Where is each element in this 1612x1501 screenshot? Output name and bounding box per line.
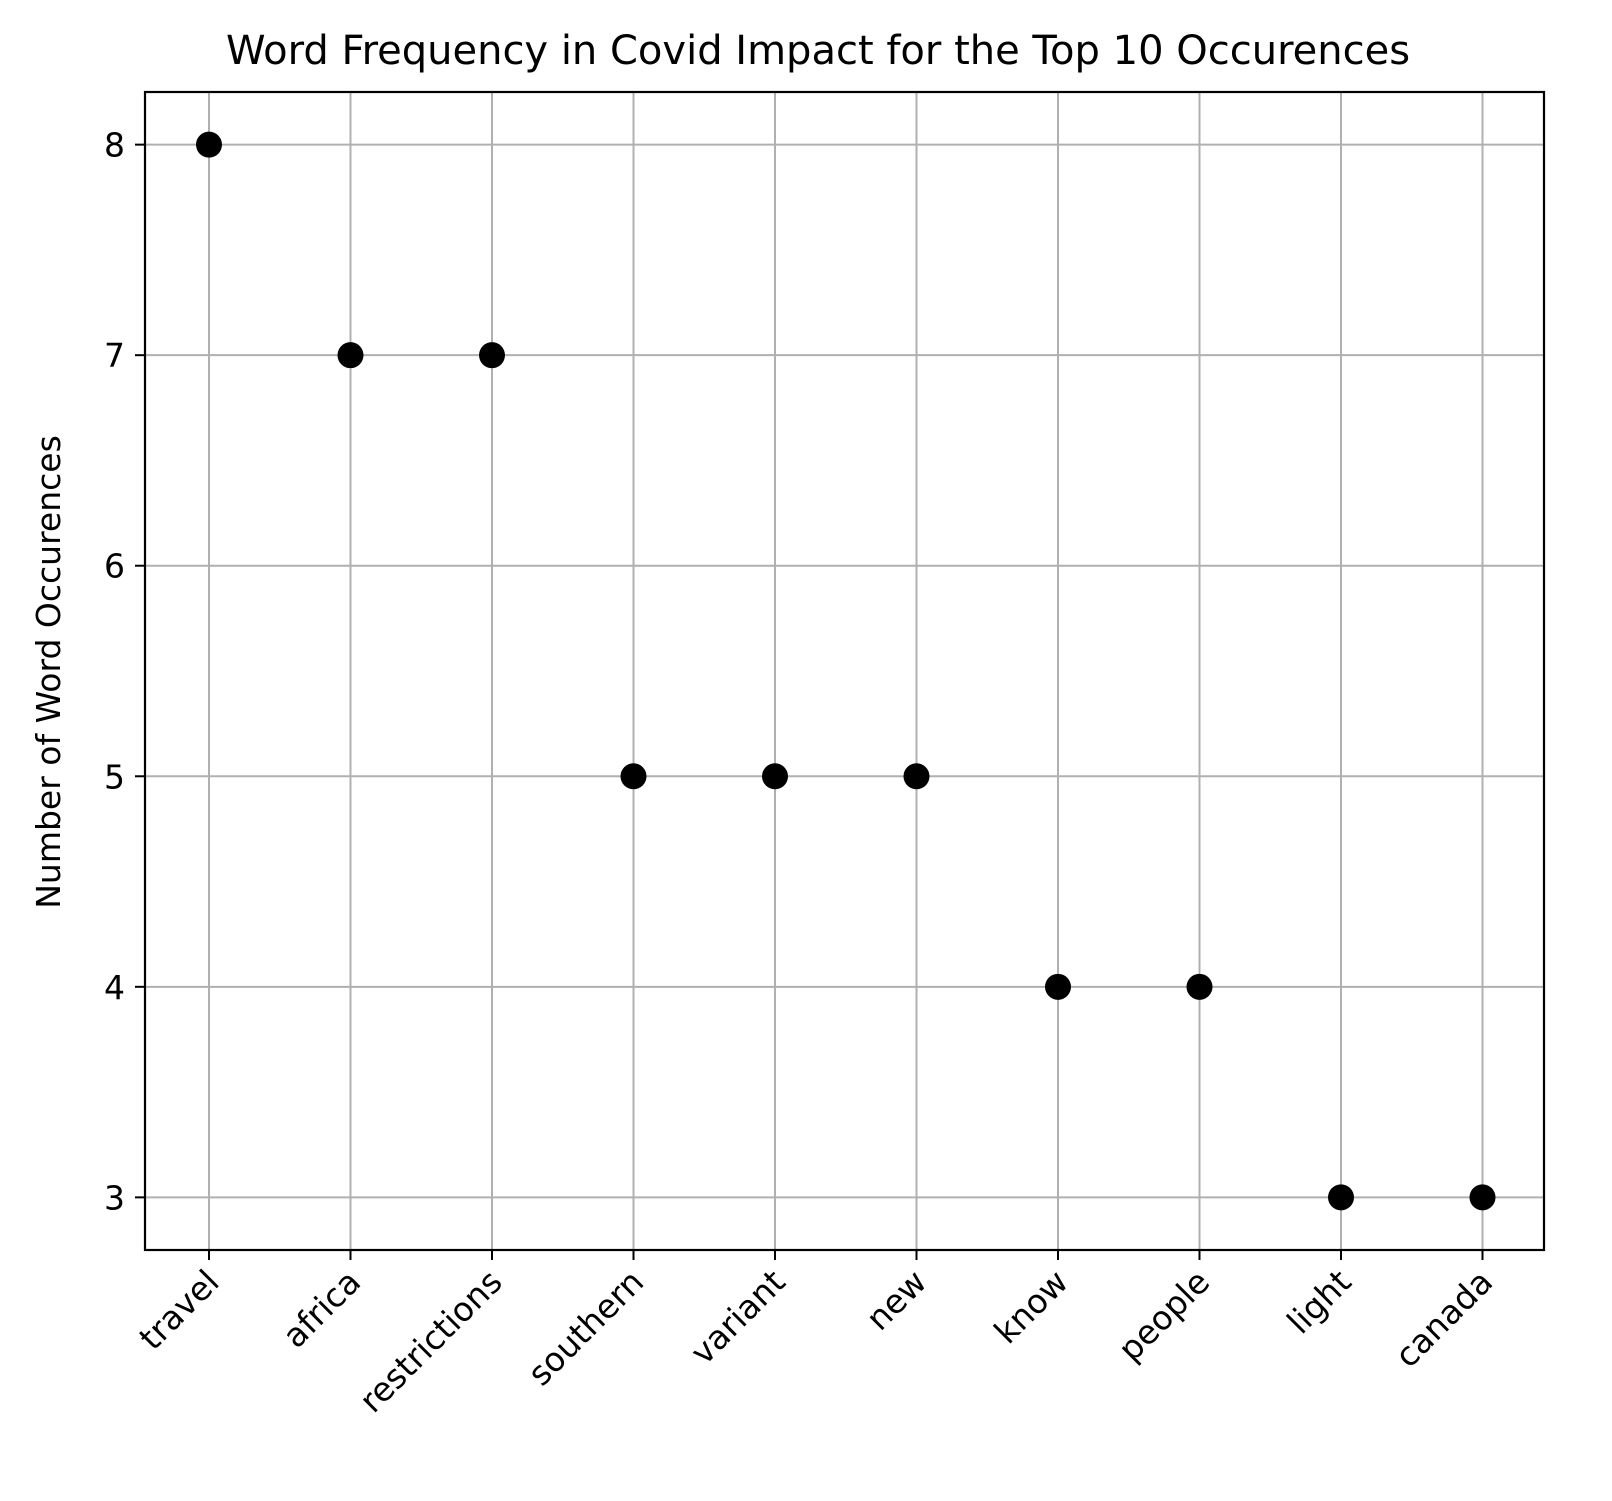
x-tick-label: africa [275,1262,368,1355]
data-points [196,131,1496,1211]
chart-title: Word Frequency in Covid Impact for the T… [226,28,1410,74]
data-point-africa [337,342,364,369]
data-point-new [903,763,930,790]
data-point-know [1045,973,1071,1000]
grid-lines [145,92,1544,1250]
y-tick-label: 4 [104,968,125,1007]
y-tick-label: 3 [104,1178,125,1217]
x-tick-label: canada [1387,1262,1500,1375]
data-point-restrictions [479,342,505,369]
x-tick-label: new [858,1262,934,1338]
x-tick-label: southern [520,1262,651,1393]
y-tick-label: 5 [104,757,125,796]
y-tick-label: 6 [104,547,125,586]
y-tick-label: 7 [104,336,125,375]
x-tick-label: people [1110,1262,1217,1369]
data-point-variant [762,763,788,790]
data-point-southern [620,763,647,790]
x-tick-label: know [986,1262,1075,1351]
x-tick-label: light [1279,1262,1358,1341]
y-tick-label: 8 [104,126,125,165]
data-point-people [1186,973,1213,1000]
x-tick-label: variant [683,1262,793,1372]
x-tick-label: restrictions [352,1262,510,1420]
data-point-travel [196,131,222,158]
plot-frame [143,90,1546,1252]
x-tick-label: travel [131,1262,226,1357]
data-point-canada [1469,1184,1496,1211]
data-point-light [1328,1184,1354,1211]
y-axis-label: Number of Word Occurences [29,435,68,909]
